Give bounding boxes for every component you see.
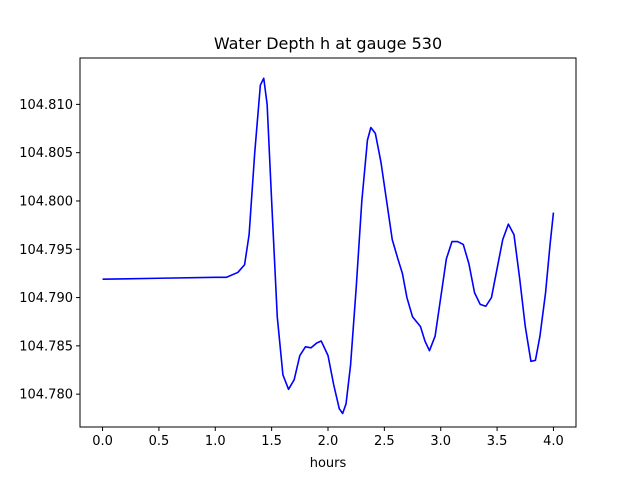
axes-frame bbox=[79, 57, 577, 428]
y-tick-label: 104.790 bbox=[19, 291, 73, 306]
x-axis-ticks: 0.0 0.5 1.0 1.5 2.0 2.5 3.0 3.5 4.0 bbox=[92, 427, 564, 449]
x-tick-label: 1.0 bbox=[205, 434, 226, 449]
y-tick-label: 104.785 bbox=[19, 339, 73, 354]
y-axis-ticks: 104.780 104.785 104.790 104.795 104.800 104.8… bbox=[19, 98, 80, 403]
y-tick-label: 104.800 bbox=[19, 194, 73, 209]
x-tick-label: 2.5 bbox=[374, 434, 395, 449]
y-tick-label: 104.780 bbox=[19, 388, 73, 403]
y-tick-label: 104.805 bbox=[19, 146, 73, 161]
y-tick-label: 104.810 bbox=[19, 98, 73, 113]
y-tick-label: 104.795 bbox=[19, 243, 73, 258]
x-tick-label: 3.0 bbox=[430, 434, 451, 449]
x-tick-label: 4.0 bbox=[543, 434, 564, 449]
series-line-0 bbox=[102, 77, 555, 415]
x-tick-label: 2.0 bbox=[318, 434, 339, 449]
x-tick-label: 0.5 bbox=[149, 434, 170, 449]
x-tick-label: 0.0 bbox=[92, 434, 113, 449]
plot-area bbox=[102, 77, 555, 415]
x-tick-label: 1.5 bbox=[261, 434, 282, 449]
x-tick-label: 3.5 bbox=[487, 434, 508, 449]
x-axis-label: hours bbox=[310, 456, 347, 471]
chart-title: Water Depth h at gauge 530 bbox=[214, 34, 442, 53]
